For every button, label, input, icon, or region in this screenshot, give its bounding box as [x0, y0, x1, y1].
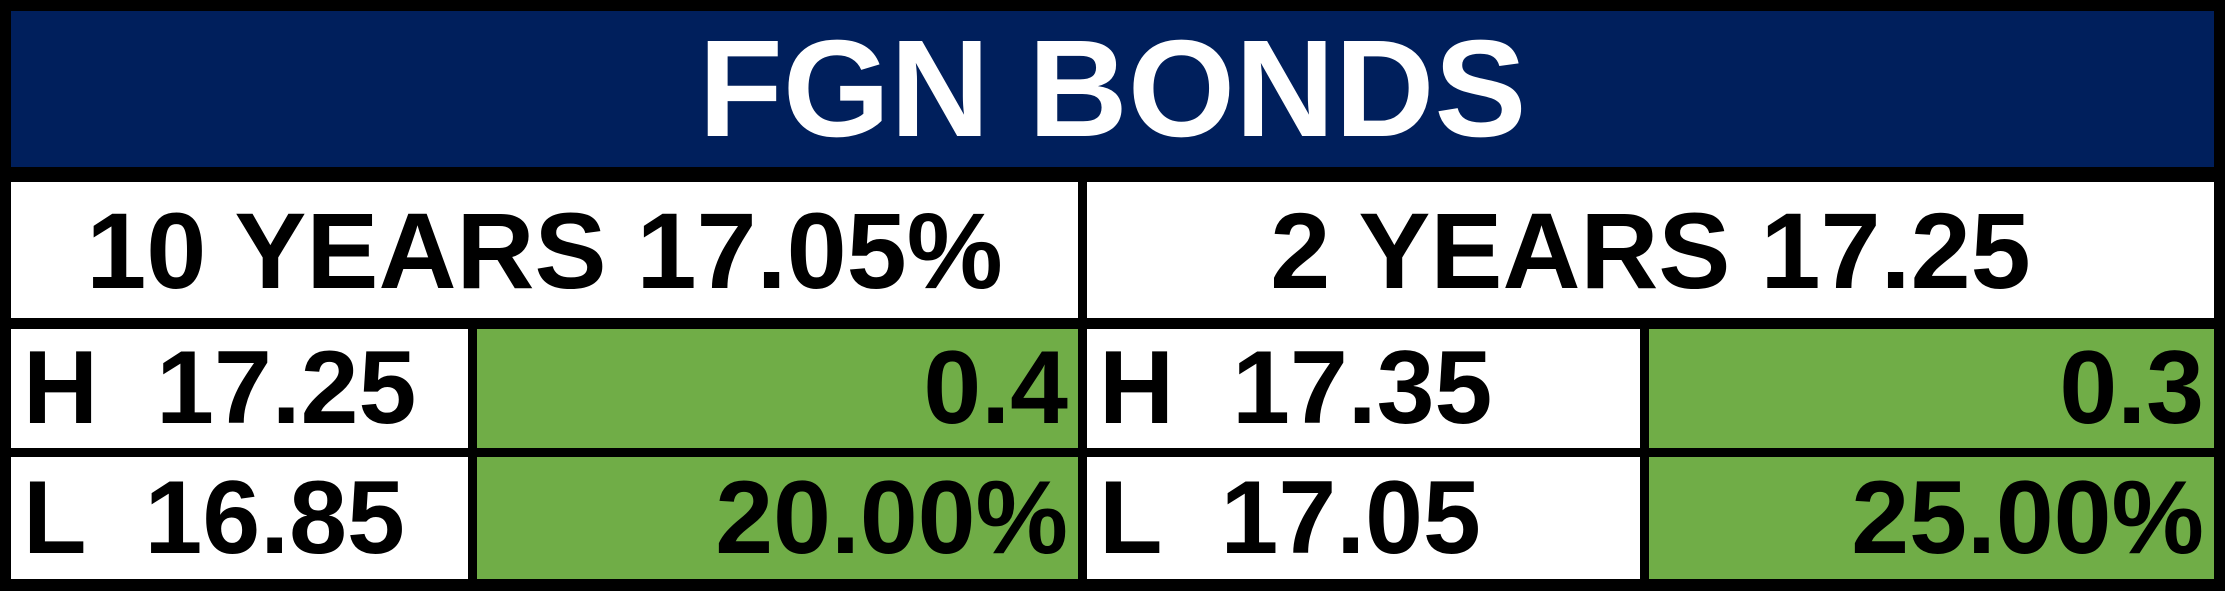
high-change: 0.3: [1649, 329, 2214, 448]
high-cell: H 17.25: [11, 329, 468, 448]
high-label: H: [1099, 330, 1175, 446]
low-change: 20.00%: [477, 457, 1078, 579]
low-value: 16.85: [144, 459, 405, 576]
low-change: 25.00%: [1649, 457, 2214, 579]
high-cell: H 17.35: [1087, 329, 1640, 448]
low-cell: L 16.85: [11, 457, 468, 579]
low-label: L: [1099, 459, 1163, 576]
high-change: 0.4: [477, 329, 1078, 448]
low-value: 17.05: [1220, 459, 1481, 576]
high-value: 17.25: [156, 330, 417, 446]
low-label: L: [23, 459, 87, 576]
panel-heading: 2 YEARS 17.25: [1087, 182, 2214, 318]
high-label: H: [23, 330, 99, 446]
high-value: 17.35: [1232, 330, 1493, 446]
panel-heading: 10 YEARS 17.05%: [11, 182, 1078, 318]
title: FGN BONDS: [11, 11, 2214, 167]
low-cell: L 17.05: [1087, 457, 1640, 579]
